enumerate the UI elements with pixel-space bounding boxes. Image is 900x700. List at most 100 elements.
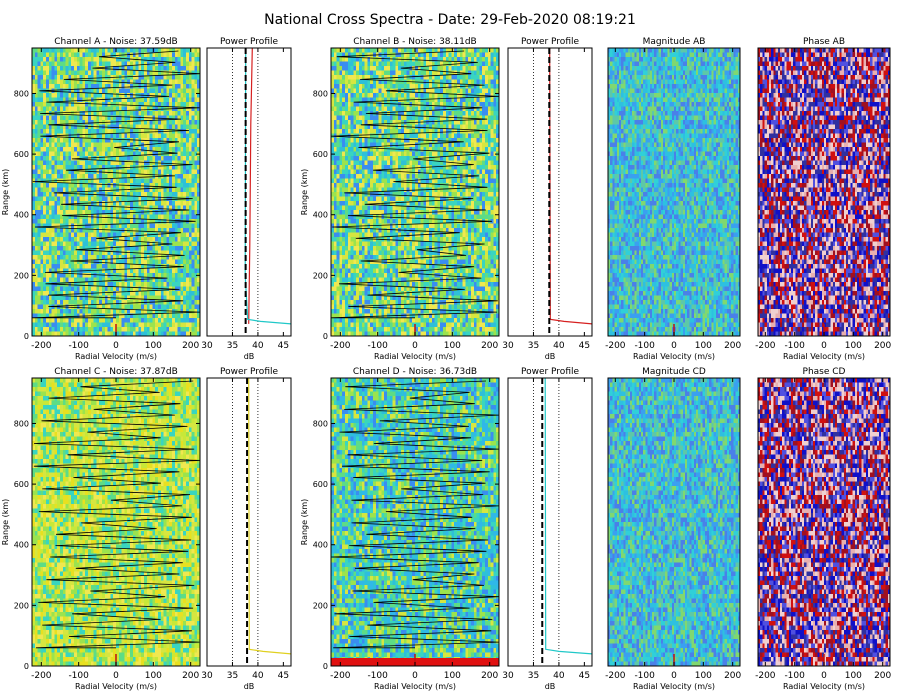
heatmap-cell (85, 296, 88, 301)
heatmap-cell (348, 116, 351, 121)
heatmap-cell (133, 129, 136, 134)
heatmap-cell (127, 197, 130, 202)
heatmap-cell (468, 89, 471, 94)
heatmap-cell (57, 66, 60, 71)
heatmap-cell (485, 71, 488, 76)
heatmap-cell (49, 102, 52, 107)
heatmap-cell (38, 66, 41, 71)
heatmap-cell (124, 80, 127, 85)
heatmap-cell (46, 305, 49, 310)
heatmap-cell (40, 246, 43, 251)
heatmap-cell (38, 251, 41, 256)
heatmap-cell (337, 80, 340, 85)
heatmap-cell (348, 102, 351, 107)
heatmap-cell (68, 219, 71, 224)
heatmap-cell (66, 107, 69, 112)
heatmap-cell (77, 107, 80, 112)
heatmap-cell (451, 66, 454, 71)
heatmap-cell (52, 219, 55, 224)
heatmap-cell (77, 219, 80, 224)
heatmap-cell (370, 66, 373, 71)
heatmap-cell (172, 53, 175, 58)
heatmap-cell (147, 323, 150, 328)
heatmap-cell (35, 309, 38, 314)
heatmap-cell (68, 138, 71, 143)
heatmap-cell (35, 206, 38, 211)
heatmap-cell (440, 111, 443, 116)
heatmap-cell (150, 98, 153, 103)
heatmap-cell (147, 134, 150, 139)
heatmap-cell (63, 138, 66, 143)
heatmap-cell (485, 120, 488, 125)
heatmap-cell (412, 75, 415, 80)
heatmap-cell (130, 188, 133, 193)
heatmap-cell (52, 251, 55, 256)
heatmap-cell (113, 291, 116, 296)
heatmap-cell (130, 161, 133, 166)
y-axis-label: Range (km) (1, 169, 10, 216)
heatmap-cell (82, 152, 85, 157)
heatmap-cell (465, 111, 468, 116)
heatmap-cell (68, 161, 71, 166)
heatmap-cell (113, 89, 116, 94)
heatmap-cell (40, 161, 43, 166)
heatmap-cell (138, 305, 141, 310)
heatmap-cell (161, 71, 164, 76)
heatmap-cell (88, 327, 91, 332)
heatmap-cell (116, 197, 119, 202)
heatmap-cell (52, 107, 55, 112)
heatmap-cell (63, 183, 66, 188)
heatmap-cell (124, 264, 127, 269)
heatmap-cell (138, 282, 141, 287)
heatmap-cell (60, 327, 63, 332)
heatmap-cell (60, 278, 63, 283)
heatmap-cell (46, 228, 49, 233)
heatmap-cell (365, 93, 368, 98)
heatmap-cell (161, 206, 164, 211)
heatmap-cell (164, 80, 167, 85)
heatmap-cell (164, 305, 167, 310)
heatmap-cell (60, 269, 63, 274)
heatmap-cell (82, 287, 85, 292)
heatmap-cell (54, 237, 57, 242)
heatmap-cell (35, 305, 38, 310)
heatmap-cell (68, 84, 71, 89)
heatmap-cell (183, 188, 186, 193)
heatmap-cell (155, 255, 158, 260)
heatmap-cell (43, 287, 46, 292)
heatmap-cell (337, 125, 340, 130)
heatmap-cell (43, 120, 46, 125)
heatmap-cell (189, 134, 192, 139)
heatmap-cell (71, 179, 74, 184)
heatmap-cell (152, 179, 155, 184)
heatmap-cell (471, 66, 474, 71)
heatmap-cell (158, 327, 161, 332)
heatmap-cell (169, 53, 172, 58)
heatmap-cell (108, 98, 111, 103)
heatmap-cell (122, 215, 125, 220)
heatmap-cell (66, 300, 69, 305)
heatmap-cell (175, 143, 178, 148)
heatmap-cell (35, 201, 38, 206)
heatmap-cell (96, 327, 99, 332)
heatmap-cell (108, 197, 111, 202)
heatmap-cell (85, 48, 88, 53)
heatmap-cell (186, 305, 189, 310)
heatmap-cell (152, 201, 155, 206)
heatmap-cell (138, 161, 141, 166)
heatmap-cell (161, 93, 164, 98)
heatmap-cell (60, 174, 63, 179)
heatmap-cell (342, 129, 345, 134)
heatmap-cell (194, 147, 197, 152)
heatmap-cell (40, 143, 43, 148)
heatmap-cell (99, 287, 102, 292)
heatmap-cell (52, 327, 55, 332)
heatmap-cell (40, 188, 43, 193)
heatmap-cell (147, 215, 150, 220)
heatmap-cell (43, 80, 46, 85)
heatmap-cell (443, 75, 446, 80)
heatmap-cell (164, 111, 167, 116)
heatmap-cell (161, 98, 164, 103)
heatmap-cell (373, 57, 376, 62)
heatmap-cell (124, 102, 127, 107)
